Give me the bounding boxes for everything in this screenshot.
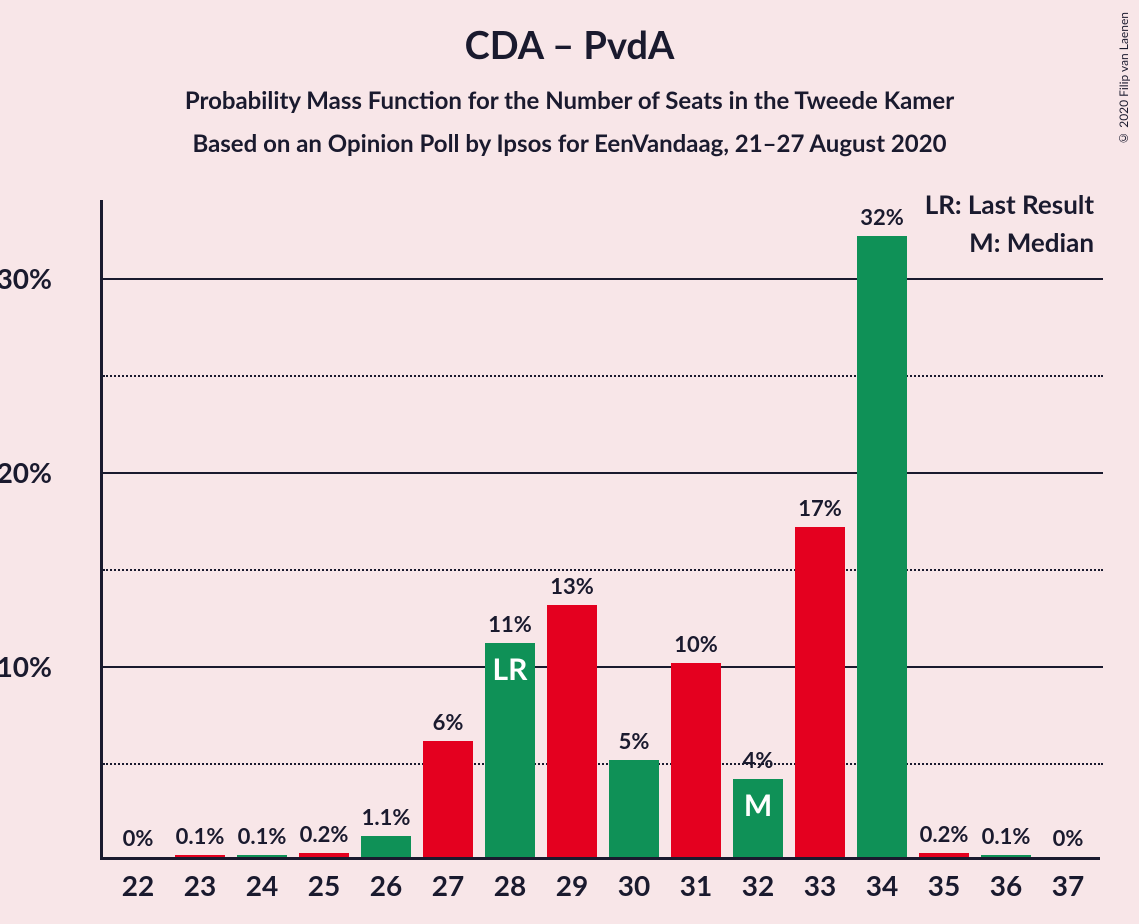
bar-value-label: 0.1%: [982, 822, 1031, 849]
chart-subtitle-2: Based on an Opinion Poll by Ipsos for Ee…: [0, 129, 1139, 158]
gridline-major: [103, 666, 1103, 668]
y-tick-label: 10%: [0, 649, 52, 683]
bar: [299, 853, 349, 857]
y-tick-label: 20%: [0, 455, 52, 489]
bar-value-label: 0.1%: [176, 822, 225, 849]
x-tick-label: 33: [804, 868, 836, 902]
bar: [361, 836, 411, 857]
bar-value-label: 0.1%: [238, 822, 287, 849]
bar: [981, 855, 1031, 857]
bar-value-label: 0%: [1053, 824, 1084, 851]
x-tick-label: 37: [1052, 868, 1084, 902]
x-tick-label: 26: [370, 868, 402, 902]
gridline-minor: [103, 569, 1103, 571]
x-tick-label: 25: [308, 868, 340, 902]
x-tick-label: 36: [990, 868, 1022, 902]
bar-value-label: 6%: [433, 708, 464, 735]
bar-value-label: 0.2%: [300, 820, 349, 847]
bar: [795, 527, 845, 857]
x-tick-label: 32: [742, 868, 774, 902]
x-tick-label: 24: [246, 868, 278, 902]
gridline-major: [103, 472, 1103, 474]
gridline-minor: [103, 763, 1103, 765]
bar-value-label: 13%: [550, 572, 594, 599]
x-tick-label: 35: [928, 868, 960, 902]
gridline-minor: [103, 375, 1103, 377]
bar-value-label: 17%: [798, 494, 842, 521]
gridline-major: [103, 278, 1103, 280]
chart-title: CDA – PvdA: [0, 0, 1139, 68]
x-tick-label: 30: [618, 868, 650, 902]
bar-value-label: 11%: [488, 610, 532, 637]
bar: [175, 855, 225, 857]
bar: [423, 741, 473, 857]
bar: [609, 760, 659, 857]
bar: [547, 605, 597, 857]
bar: M: [733, 779, 783, 857]
bar-value-label: 0.2%: [920, 820, 969, 847]
bar-value-label: 10%: [674, 630, 718, 657]
bar-inner-label: LR: [485, 651, 535, 687]
chart-subtitle-1: Probability Mass Function for the Number…: [0, 86, 1139, 115]
y-tick-label: 30%: [0, 261, 52, 295]
x-tick-label: 22: [122, 868, 154, 902]
bar-inner-label: M: [733, 787, 783, 823]
bar-value-label: 32%: [860, 203, 904, 230]
x-tick-label: 27: [432, 868, 464, 902]
bar-value-label: 4%: [743, 746, 774, 773]
bar-value-label: 5%: [619, 727, 650, 754]
plot-canvas: 10%20%30%0%220.1%230.1%240.2%251.1%266%2…: [100, 200, 1100, 860]
bar: [671, 663, 721, 857]
bar-value-label: 0%: [123, 824, 154, 851]
x-tick-label: 23: [184, 868, 216, 902]
bar: LR: [485, 643, 535, 857]
copyright-text: © 2020 Filip van Laenen: [1116, 12, 1131, 146]
bar: [857, 236, 907, 857]
x-tick-label: 29: [556, 868, 588, 902]
x-tick-label: 31: [680, 868, 712, 902]
x-tick-label: 34: [866, 868, 898, 902]
plot-area: LR: Last Result M: Median 10%20%30%0%220…: [100, 200, 1100, 860]
bar-value-label: 1.1%: [362, 803, 411, 830]
bar: [237, 855, 287, 857]
bar: [919, 853, 969, 857]
x-tick-label: 28: [494, 868, 526, 902]
